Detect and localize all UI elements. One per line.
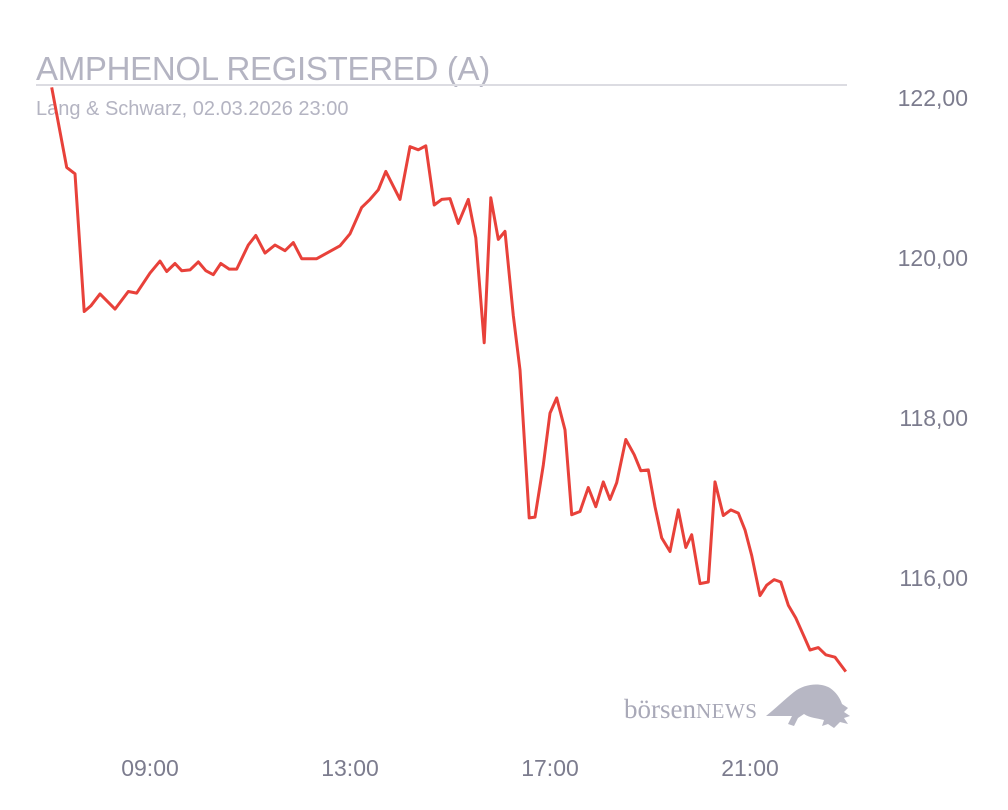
x-tick-label: 09:00: [121, 755, 179, 781]
bull-icon: [766, 684, 850, 728]
y-axis: 122,00 120,00 118,00 116,00: [898, 85, 968, 591]
logo-text-caps: NEWS: [695, 699, 758, 723]
x-axis: 09:00 13:00 17:00 21:00: [121, 755, 779, 781]
logo-text-main: börsen: [624, 694, 696, 724]
y-tick-label: 122,00: [898, 85, 968, 111]
boersennews-logo: börsenNEWS: [624, 678, 854, 734]
x-tick-label: 21:00: [721, 755, 779, 781]
logo-text: börsenNEWS: [624, 694, 757, 725]
chart-title: AMPHENOL REGISTERED (A): [36, 50, 490, 87]
y-tick-label: 118,00: [899, 405, 968, 431]
y-tick-label: 120,00: [898, 245, 968, 271]
chart-subtitle: Lang & Schwarz, 02.03.2026 23:00: [36, 98, 349, 120]
x-tick-label: 13:00: [321, 755, 379, 781]
y-tick-label: 116,00: [899, 565, 968, 591]
price-line: [50, 87, 847, 673]
x-tick-label: 17:00: [521, 755, 579, 781]
